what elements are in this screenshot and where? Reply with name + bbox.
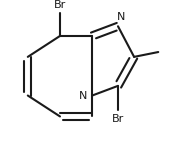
Text: Br: Br	[112, 114, 124, 124]
Text: N: N	[117, 12, 125, 22]
Text: N: N	[79, 91, 88, 100]
Text: Br: Br	[54, 0, 66, 10]
